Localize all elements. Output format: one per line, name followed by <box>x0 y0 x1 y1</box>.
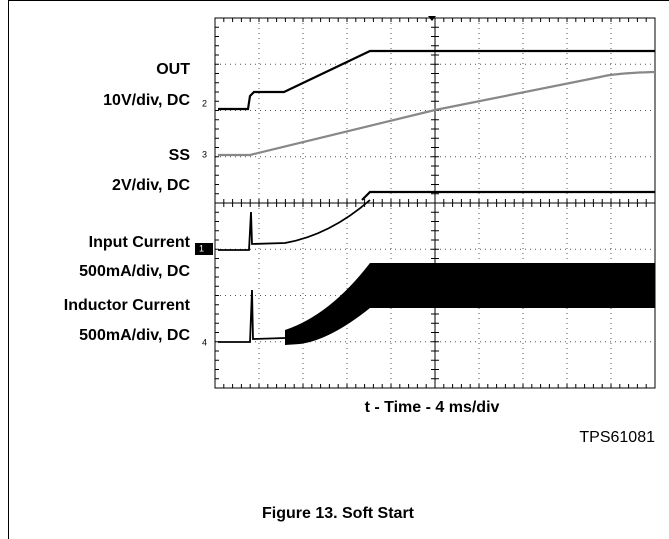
label: Input Current <box>89 234 191 251</box>
input-current-trace <box>218 199 371 251</box>
label: SS <box>169 147 191 164</box>
trace-upper <box>361 190 655 201</box>
part-number: TPS61081 <box>579 429 655 446</box>
label: Inductor Current <box>64 297 191 314</box>
inductor-envelope <box>285 263 655 345</box>
label: 2V/div, DC <box>112 177 190 194</box>
label: OUT <box>156 61 190 78</box>
scope-grid <box>214 17 656 389</box>
label: 10V/div, DC <box>103 92 190 109</box>
scope-border <box>214 17 656 389</box>
channel-marker: 4 <box>202 337 207 347</box>
channel-marker: 1 <box>199 243 204 253</box>
ss-trace <box>218 70 656 157</box>
trigger-marker <box>428 16 436 21</box>
label: 500mA/div, DC <box>79 263 190 280</box>
inductor-current-trace <box>218 289 286 343</box>
x-axis-label: t - Time - 4 ms/div <box>365 399 500 416</box>
channel-marker-box <box>195 243 213 255</box>
caption: Figure 13. Soft Start <box>262 505 415 522</box>
channel-marker: 2 <box>202 98 207 108</box>
label: 500mA/div, DC <box>79 327 190 344</box>
channel-marker: 3 <box>202 149 207 159</box>
out-trace <box>218 49 655 111</box>
